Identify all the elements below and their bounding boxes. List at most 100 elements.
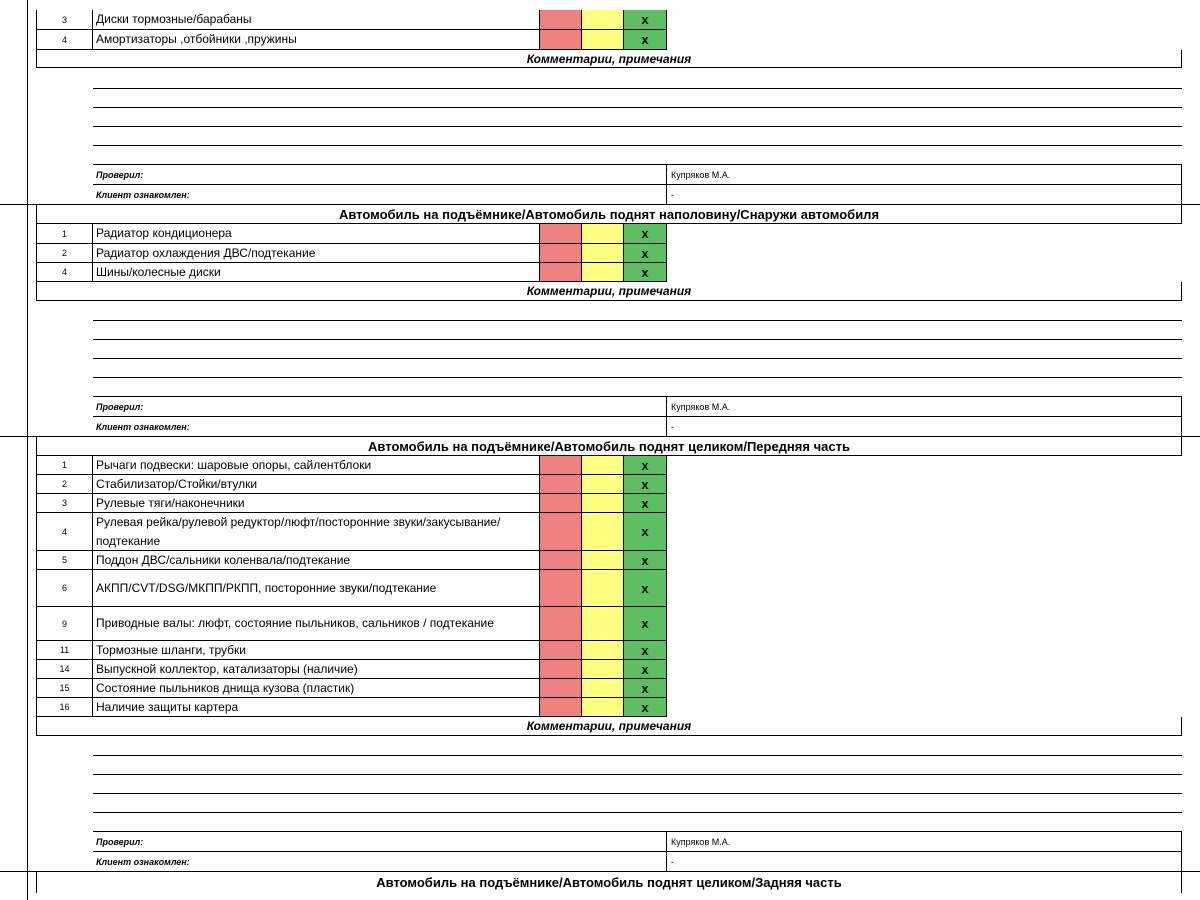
- section-title: Автомобиль на подъёмнике/Автомобиль подн…: [36, 872, 1182, 893]
- status-green-cell[interactable]: x: [624, 513, 667, 551]
- status-yellow-cell[interactable]: [582, 641, 624, 660]
- comment-line[interactable]: [93, 126, 1182, 127]
- status-yellow-cell[interactable]: [582, 698, 624, 717]
- status-green-cell[interactable]: x: [624, 607, 667, 641]
- status-red-cell[interactable]: [540, 494, 582, 513]
- row-number: 3: [36, 10, 93, 30]
- row-item-name: Приводные валы: люфт, состояние пыльнико…: [93, 607, 540, 641]
- comment-line[interactable]: [93, 793, 1182, 794]
- status-red-cell[interactable]: [540, 30, 582, 50]
- client-ack-value[interactable]: -: [667, 852, 1182, 872]
- status-red-cell[interactable]: [540, 263, 582, 282]
- status-yellow-cell[interactable]: [582, 607, 624, 641]
- status-green-cell[interactable]: x: [624, 570, 667, 607]
- status-yellow-cell[interactable]: [582, 679, 624, 698]
- comment-line[interactable]: [93, 107, 1182, 108]
- status-red-cell[interactable]: [540, 660, 582, 679]
- checked-by-row: Проверил: Купряков М.А.: [0, 397, 1200, 417]
- row-item-name: Диски тормозные/барабаны: [93, 10, 540, 30]
- status-green-cell[interactable]: x: [624, 641, 667, 660]
- status-red-cell[interactable]: [540, 475, 582, 494]
- comment-line[interactable]: [93, 812, 1182, 813]
- status-red-cell[interactable]: [540, 570, 582, 607]
- status-green-cell[interactable]: x: [624, 475, 667, 494]
- status-green-cell[interactable]: x: [624, 244, 667, 263]
- comment-line[interactable]: [93, 164, 1182, 165]
- status-yellow-cell[interactable]: [582, 494, 624, 513]
- row-item-name: Стабилизатор/Стойки/втулки: [93, 475, 540, 494]
- status-yellow-cell[interactable]: [582, 551, 624, 570]
- status-green-cell[interactable]: x: [624, 494, 667, 513]
- section-header: Автомобиль на подъёмнике/Автомобиль подн…: [0, 204, 1200, 224]
- section-title: Автомобиль на подъёмнике/Автомобиль подн…: [36, 205, 1182, 224]
- status-red-cell[interactable]: [540, 244, 582, 263]
- comment-line[interactable]: [93, 377, 1182, 378]
- status-green-cell[interactable]: x: [624, 660, 667, 679]
- checklist-row: 1 Радиатор кондиционера x: [0, 224, 1200, 244]
- status-red-cell[interactable]: [540, 641, 582, 660]
- comment-line[interactable]: [93, 339, 1182, 340]
- status-yellow-cell[interactable]: [582, 263, 624, 282]
- checklist-row: 2 Радиатор охлаждения ДВС/подтекание x: [0, 244, 1200, 263]
- row-number: 1: [36, 224, 93, 244]
- section-title: Автомобиль на подъёмнике/Автомобиль подн…: [36, 437, 1182, 456]
- comment-line[interactable]: [93, 396, 1182, 397]
- status-red-cell[interactable]: [540, 513, 582, 551]
- client-ack-row: Клиент ознакомлен: -: [0, 852, 1200, 872]
- comment-line[interactable]: [93, 320, 1182, 321]
- status-yellow-cell[interactable]: [582, 10, 624, 30]
- row-number: 3: [36, 494, 93, 513]
- row-number: 14: [36, 660, 93, 679]
- checklist-row: 14 Выпускной коллектор, катализаторы (на…: [0, 660, 1200, 679]
- status-red-cell[interactable]: [540, 10, 582, 30]
- row-item-name: Тормозные шланги, трубки: [93, 641, 540, 660]
- row-number: 15: [36, 679, 93, 698]
- row-item-name: Рулевая рейка/рулевой редуктор/люфт/пост…: [93, 513, 540, 551]
- row-item-name: Поддон ДВС/сальники коленвала/подтекание: [93, 551, 540, 570]
- status-yellow-cell[interactable]: [582, 224, 624, 244]
- status-red-cell[interactable]: [540, 698, 582, 717]
- status-yellow-cell[interactable]: [582, 660, 624, 679]
- comment-line[interactable]: [93, 774, 1182, 775]
- status-yellow-cell[interactable]: [582, 570, 624, 607]
- checked-by-value[interactable]: Купряков М.А.: [667, 165, 1182, 185]
- checked-by-value[interactable]: Купряков М.А.: [667, 397, 1182, 417]
- comment-line[interactable]: [93, 831, 1182, 832]
- status-red-cell[interactable]: [540, 224, 582, 244]
- comment-line[interactable]: [93, 145, 1182, 146]
- status-green-cell[interactable]: x: [624, 698, 667, 717]
- status-green-cell[interactable]: x: [624, 10, 667, 30]
- row-number: 2: [36, 244, 93, 263]
- status-red-cell[interactable]: [540, 551, 582, 570]
- checked-by-label: Проверил:: [93, 165, 667, 185]
- comments-label: Комментарии, примечания: [36, 50, 1182, 68]
- status-yellow-cell[interactable]: [582, 244, 624, 263]
- status-green-cell[interactable]: x: [624, 456, 667, 475]
- status-green-cell[interactable]: x: [624, 263, 667, 282]
- comment-line[interactable]: [93, 358, 1182, 359]
- row-number: 6: [36, 570, 93, 607]
- comments-header: Комментарии, примечания: [0, 717, 1200, 736]
- status-yellow-cell[interactable]: [582, 30, 624, 50]
- status-red-cell[interactable]: [540, 456, 582, 475]
- status-green-cell[interactable]: x: [624, 679, 667, 698]
- status-green-cell[interactable]: x: [624, 224, 667, 244]
- client-ack-value[interactable]: -: [667, 185, 1182, 205]
- row-item-name: АКПП/CVT/DSG/МКПП/РКПП, посторонние звук…: [93, 570, 540, 607]
- comment-line[interactable]: [93, 755, 1182, 756]
- client-ack-label: Клиент ознакомлен:: [93, 185, 667, 205]
- checked-by-value[interactable]: Купряков М.А.: [667, 832, 1182, 852]
- client-ack-value[interactable]: -: [667, 417, 1182, 437]
- status-yellow-cell[interactable]: [582, 513, 624, 551]
- row-number: 1: [36, 456, 93, 475]
- status-yellow-cell[interactable]: [582, 456, 624, 475]
- status-red-cell[interactable]: [540, 607, 582, 641]
- status-red-cell[interactable]: [540, 679, 582, 698]
- status-green-cell[interactable]: x: [624, 30, 667, 50]
- row-item-name: Состояние пыльников днища кузова (пласти…: [93, 679, 540, 698]
- row-number: 9: [36, 607, 93, 641]
- row-number: 4: [36, 30, 93, 50]
- comment-line[interactable]: [93, 88, 1182, 89]
- status-yellow-cell[interactable]: [582, 475, 624, 494]
- status-green-cell[interactable]: x: [624, 551, 667, 570]
